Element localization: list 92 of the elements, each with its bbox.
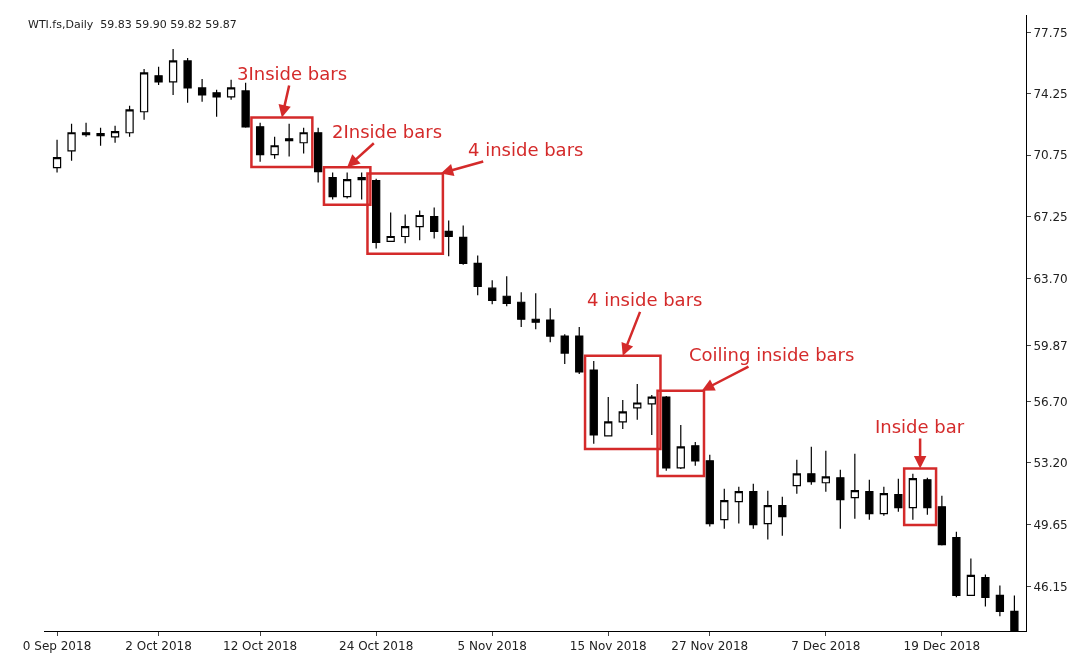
annotation: Inside bar: [875, 416, 965, 437]
candlestick: [952, 531, 961, 598]
candlestick: [662, 395, 671, 472]
y-tick-label: 53.20: [1033, 455, 1068, 470]
candlestick: [284, 123, 294, 158]
candlestick: [299, 127, 308, 155]
candlestick: [212, 89, 221, 118]
candlestick: [343, 171, 352, 200]
y-tick-label: 46.15: [1033, 579, 1068, 594]
candlestick: [52, 139, 62, 174]
candlestick: [531, 292, 540, 330]
x-tick-label: 7 Dec 2018: [791, 639, 861, 654]
candlestick: [183, 57, 192, 104]
candlestick: [415, 209, 424, 241]
y-tick-label: 56.70: [1033, 394, 1068, 409]
candlestick: [197, 78, 207, 103]
candlestick: [96, 127, 105, 147]
candlestick: [633, 383, 642, 421]
y-tick-label: 49.65: [1033, 518, 1068, 533]
candlestick: [430, 207, 439, 240]
candlestick: [488, 279, 497, 305]
x-tick-label: 27 Nov 2018: [671, 639, 749, 654]
annotation: 4 inside bars: [468, 139, 584, 160]
y-tick-label: 59.87: [1033, 339, 1068, 354]
candlestick: [691, 441, 700, 467]
candlestick: [226, 79, 236, 101]
x-tick-label: 12 Oct 2018: [223, 639, 298, 654]
candlestick: [647, 394, 656, 436]
candlestick: [401, 213, 410, 244]
candlestick: [836, 469, 845, 530]
candlestick: [473, 254, 482, 296]
candlestick: [560, 333, 569, 365]
candlestick: [618, 399, 627, 430]
candlestick: [705, 454, 714, 528]
annotation: 3Inside bars: [237, 63, 348, 84]
y-tick-label: 63.70: [1033, 271, 1068, 286]
candlestick: [995, 584, 1005, 617]
annotation: 2Inside bars: [332, 121, 443, 142]
candlestick: [749, 483, 758, 530]
candlestick: [720, 488, 729, 530]
candlestick: [502, 275, 511, 307]
candlestick: [778, 496, 787, 537]
annotation: 4 inside bars: [587, 289, 703, 310]
candlestick: [575, 326, 584, 375]
candlestick: [154, 66, 163, 86]
candlestick: [850, 453, 859, 520]
candlestick: [792, 459, 801, 495]
annotation: Coiling inside bars: [689, 344, 855, 365]
x-tick-label: 0 Sep 2018: [22, 639, 92, 654]
candlestick: [328, 171, 337, 201]
candlestick: [168, 48, 178, 96]
candlestick: [459, 224, 468, 266]
candlestick: [865, 479, 874, 521]
candlestick: [734, 486, 743, 525]
y-tick-label: 74.25: [1033, 87, 1068, 102]
x-tick-label: 15 Nov 2018: [569, 639, 647, 654]
y-tick-label: 77.75: [1033, 25, 1068, 40]
candlestick: [444, 219, 453, 257]
x-tick-label: 19 Dec 2018: [903, 639, 981, 654]
candlestick: [546, 307, 555, 343]
candlestick: [937, 495, 947, 547]
candlestick: [589, 360, 598, 445]
candlestick: [981, 573, 990, 608]
y-tick-label: 70.75: [1033, 148, 1068, 163]
candlestick: [270, 136, 279, 160]
candlestick: [879, 486, 888, 517]
candlestick: [821, 450, 830, 493]
candlestick: [763, 490, 772, 541]
candlestick: [908, 473, 918, 521]
candlestick: [255, 122, 265, 163]
candlestick: [313, 127, 323, 184]
x-tick-label: 2 Oct 2018: [125, 639, 192, 654]
candlestick: [807, 446, 816, 486]
x-tick-label: 5 Nov 2018: [457, 639, 527, 654]
candlestick: [241, 82, 250, 129]
candlestick: [372, 178, 381, 250]
candlestick: [604, 396, 613, 438]
candlestick: [67, 123, 76, 162]
candlestick: [676, 424, 685, 470]
x-tick-label: 24 Oct 2018: [339, 639, 414, 654]
candlestick: [923, 477, 932, 516]
candlestick: [966, 557, 976, 597]
candlestick: [110, 125, 120, 144]
candlestick: [386, 211, 395, 243]
candlestick: [81, 122, 91, 138]
candlestick: [125, 105, 134, 138]
chart-title: WTI.fs,Daily 59.83 59.90 59.82 59.87: [28, 17, 237, 31]
candlestick: [357, 171, 366, 201]
y-tick-label: 67.25: [1033, 209, 1068, 224]
candlestick: [517, 291, 526, 328]
candlestick: [139, 68, 149, 121]
candlestick: [894, 478, 903, 513]
